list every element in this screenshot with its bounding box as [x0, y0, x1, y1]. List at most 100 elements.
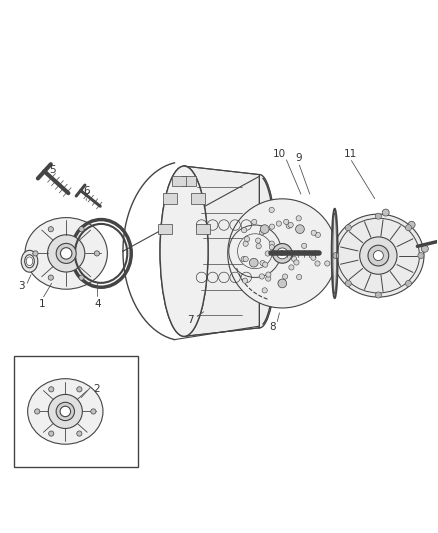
- Circle shape: [272, 244, 292, 263]
- Circle shape: [301, 243, 307, 248]
- Text: 8: 8: [269, 322, 276, 332]
- Circle shape: [345, 280, 351, 287]
- Circle shape: [278, 279, 287, 288]
- Polygon shape: [184, 166, 276, 336]
- Circle shape: [241, 256, 246, 262]
- Circle shape: [48, 235, 85, 272]
- Circle shape: [35, 409, 40, 414]
- Circle shape: [315, 232, 321, 238]
- Circle shape: [382, 209, 389, 216]
- Circle shape: [406, 225, 412, 231]
- Circle shape: [242, 278, 247, 284]
- Circle shape: [296, 216, 301, 221]
- Circle shape: [255, 238, 261, 243]
- Circle shape: [48, 275, 53, 280]
- Circle shape: [243, 256, 248, 262]
- Bar: [158, 224, 172, 234]
- Circle shape: [228, 199, 337, 308]
- Bar: [172, 176, 186, 187]
- Text: 7: 7: [187, 315, 194, 325]
- Circle shape: [368, 245, 389, 266]
- Text: 4: 4: [94, 298, 101, 309]
- Text: 10: 10: [273, 149, 286, 159]
- Circle shape: [241, 228, 247, 233]
- Circle shape: [266, 272, 271, 277]
- Circle shape: [244, 237, 250, 241]
- Circle shape: [56, 402, 74, 421]
- Text: 11: 11: [343, 149, 357, 159]
- Circle shape: [265, 251, 270, 256]
- Ellipse shape: [243, 175, 276, 328]
- Text: 3: 3: [18, 281, 25, 291]
- Circle shape: [49, 431, 54, 436]
- Circle shape: [277, 248, 288, 259]
- Circle shape: [91, 409, 96, 414]
- Ellipse shape: [160, 166, 208, 336]
- Circle shape: [283, 274, 288, 279]
- Circle shape: [311, 255, 316, 260]
- Circle shape: [269, 207, 274, 213]
- Text: 2: 2: [93, 384, 100, 394]
- Circle shape: [375, 213, 381, 219]
- Circle shape: [288, 222, 293, 228]
- Circle shape: [294, 260, 299, 265]
- Circle shape: [297, 274, 302, 280]
- Circle shape: [79, 275, 84, 280]
- Circle shape: [249, 259, 258, 267]
- Circle shape: [77, 387, 82, 392]
- Circle shape: [269, 241, 274, 246]
- Ellipse shape: [333, 214, 424, 297]
- Circle shape: [289, 265, 294, 270]
- Text: 1: 1: [39, 298, 46, 309]
- Circle shape: [265, 276, 271, 281]
- Circle shape: [259, 274, 265, 279]
- Circle shape: [276, 221, 282, 226]
- Circle shape: [56, 244, 76, 263]
- Circle shape: [315, 261, 320, 266]
- Circle shape: [325, 261, 330, 266]
- Text: 9: 9: [295, 153, 302, 163]
- Ellipse shape: [332, 208, 338, 298]
- Circle shape: [33, 251, 38, 256]
- Circle shape: [48, 394, 82, 429]
- Circle shape: [286, 223, 291, 229]
- Circle shape: [278, 280, 283, 286]
- Circle shape: [296, 225, 304, 233]
- Circle shape: [360, 237, 397, 274]
- Circle shape: [60, 248, 72, 259]
- Circle shape: [406, 280, 412, 287]
- Circle shape: [373, 251, 383, 261]
- Circle shape: [421, 245, 428, 252]
- Circle shape: [77, 431, 82, 436]
- Ellipse shape: [25, 255, 34, 268]
- Circle shape: [345, 225, 351, 231]
- Circle shape: [260, 261, 265, 265]
- Bar: [14, 356, 138, 467]
- Circle shape: [251, 219, 257, 224]
- Bar: [182, 176, 196, 187]
- Circle shape: [256, 244, 261, 249]
- Circle shape: [94, 251, 99, 256]
- Circle shape: [79, 227, 84, 232]
- Circle shape: [375, 292, 381, 298]
- Circle shape: [284, 219, 289, 224]
- Circle shape: [243, 241, 248, 246]
- Circle shape: [262, 288, 267, 293]
- Circle shape: [269, 224, 275, 229]
- Bar: [163, 193, 177, 204]
- Circle shape: [269, 245, 275, 250]
- Circle shape: [333, 253, 339, 259]
- Circle shape: [263, 262, 268, 267]
- Circle shape: [291, 256, 297, 261]
- Circle shape: [260, 225, 269, 233]
- Bar: [191, 193, 205, 204]
- Circle shape: [408, 221, 415, 228]
- Ellipse shape: [21, 251, 38, 272]
- Circle shape: [259, 230, 265, 235]
- Text: 5: 5: [49, 165, 56, 175]
- Ellipse shape: [28, 379, 103, 444]
- Text: 6: 6: [83, 187, 90, 196]
- Circle shape: [48, 227, 53, 232]
- Circle shape: [311, 230, 316, 236]
- Circle shape: [60, 406, 71, 417]
